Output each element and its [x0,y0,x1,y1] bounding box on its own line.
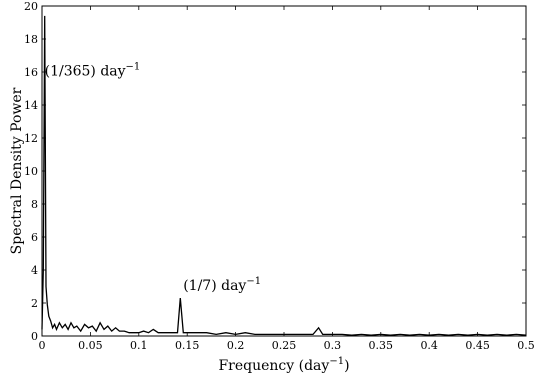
x-tick-label: 0.45 [465,339,490,352]
y-tick-label: 4 [31,264,38,277]
x-tick-label: 0.25 [272,339,297,352]
axis-tick-labels: 0 0.05 0.1 0.15 0.2 0.25 0.3 0.35 0.4 0.45 0.5 0 2 4 6… [24,0,534,352]
y-tick-label: 10 [24,165,38,178]
y-tick-label: 20 [24,0,38,13]
y-tick-label: 12 [24,132,38,145]
x-tick-label: 0.35 [369,339,394,352]
x-axis-label: Frequency (day−1) [218,356,349,374]
x-tick-label: 0.15 [175,339,200,352]
y-tick-label: 2 [31,297,38,310]
x-tick-label: 0.2 [227,339,245,352]
plot-area-frame [41,5,527,337]
x-tick-label: 0 [39,339,46,352]
x-tick-label: 0.1 [130,339,148,352]
y-tick-label: 6 [31,231,38,244]
y-tick-label: 14 [24,99,38,112]
x-tick-label: 0.4 [420,339,438,352]
annotation-annual: (1/365) day−1 [45,61,141,79]
spectral-density-line [41,15,527,336]
x-tick-label: 0.5 [517,339,534,352]
axis-ticks [41,5,527,337]
y-tick-label: 16 [24,66,38,79]
y-axis-label: Spectral Density Power [9,87,25,254]
x-tick-label: 0.3 [324,339,342,352]
y-tick-label: 0 [31,330,38,343]
x-tick-label: 0.05 [78,339,103,352]
y-tick-label: 8 [31,198,38,211]
y-tick-label: 18 [24,33,38,46]
annotation-weekly: (1/7) day−1 [183,276,261,294]
